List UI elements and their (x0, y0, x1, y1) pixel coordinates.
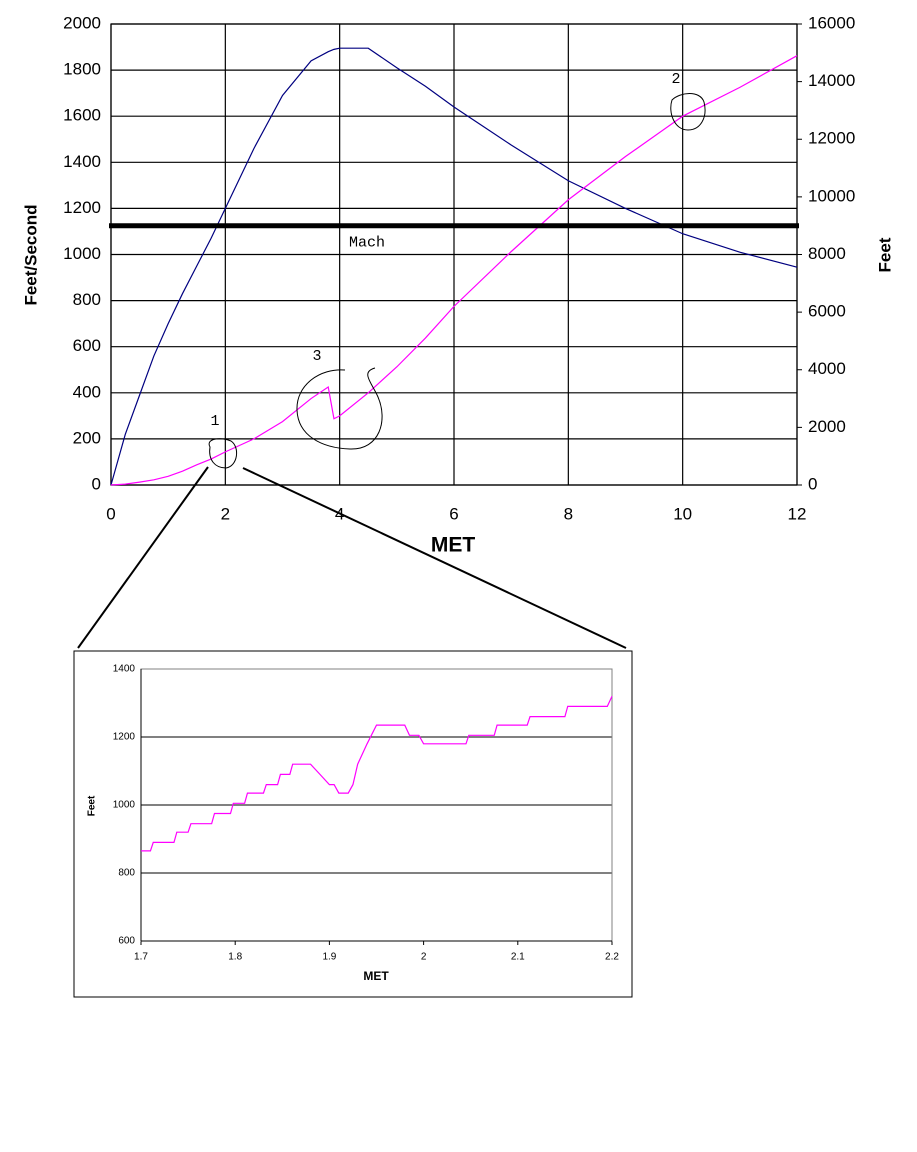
x-tick-label: 2.2 (605, 952, 619, 963)
y-tick-label: 1800 (63, 60, 101, 79)
annotation: 3 (312, 348, 321, 365)
y-tick-label: 1400 (113, 664, 136, 675)
y2-tick-label: 16000 (808, 13, 855, 32)
y-tick-label: 0 (92, 474, 101, 493)
y-tick-label: 600 (73, 336, 101, 355)
y-tick-label: 600 (118, 936, 135, 947)
annotation: 1 (210, 413, 219, 430)
y-tick-label: 200 (73, 428, 101, 447)
y-tick-label: 2000 (63, 13, 101, 32)
series-line (110, 55, 798, 486)
y-tick-label: 1400 (63, 152, 101, 171)
annotation-circle (670, 93, 706, 131)
x-axis-title: MET (363, 969, 389, 983)
y-axis-title: Feet (87, 795, 98, 816)
y2-tick-label: 2000 (808, 417, 846, 436)
x-axis-title: MET (431, 534, 476, 557)
y2-tick-label: 8000 (808, 244, 846, 263)
y-tick-label: 800 (118, 868, 135, 879)
annotation-circle (296, 367, 383, 450)
x-tick-label: 10 (673, 504, 692, 523)
annotation-circle (208, 438, 238, 469)
y2-tick-label: 0 (808, 474, 817, 493)
zoom-line (77, 466, 209, 649)
zoom-line (242, 467, 627, 649)
x-tick-label: 12 (788, 504, 807, 523)
x-tick-label: 2 (221, 504, 230, 523)
inset-frame (73, 650, 633, 998)
x-tick-label: 1.9 (322, 952, 336, 963)
annotation: 2 (671, 71, 680, 88)
y2-tick-label: 10000 (808, 186, 855, 205)
y2-tick-label: 6000 (808, 302, 846, 321)
series-line (110, 47, 798, 486)
y-tick-label: 1000 (63, 244, 101, 263)
x-tick-label: 1.7 (134, 952, 148, 963)
y-tick-label: 1600 (63, 106, 101, 125)
y-tick-label: 800 (73, 290, 101, 309)
y-tick-label: 1000 (113, 800, 136, 811)
y-tick-label: 400 (73, 382, 101, 401)
x-tick-label: 8 (564, 504, 573, 523)
x-tick-label: 2.1 (511, 952, 525, 963)
y-axis-title: Feet/Second (21, 204, 40, 305)
x-tick-label: 4 (335, 504, 344, 523)
x-tick-label: 2 (421, 952, 427, 963)
x-tick-label: 1.8 (228, 952, 242, 963)
y2-tick-label: 12000 (808, 129, 855, 148)
x-tick-label: 6 (449, 504, 458, 523)
y-tick-label: 1200 (63, 198, 101, 217)
plot-border (110, 23, 798, 486)
y2-tick-label: 14000 (808, 71, 855, 90)
x-tick-label: 0 (106, 504, 115, 523)
y2-axis-title: Feet (875, 237, 894, 272)
y-tick-label: 1200 (113, 732, 136, 743)
y2-tick-label: 4000 (808, 359, 846, 378)
series-line (141, 695, 613, 852)
reference-label: Mach (349, 235, 385, 252)
